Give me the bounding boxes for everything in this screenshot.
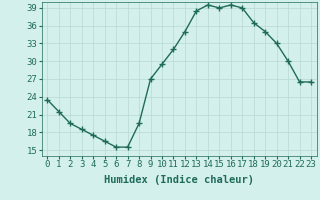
X-axis label: Humidex (Indice chaleur): Humidex (Indice chaleur) xyxy=(104,175,254,185)
